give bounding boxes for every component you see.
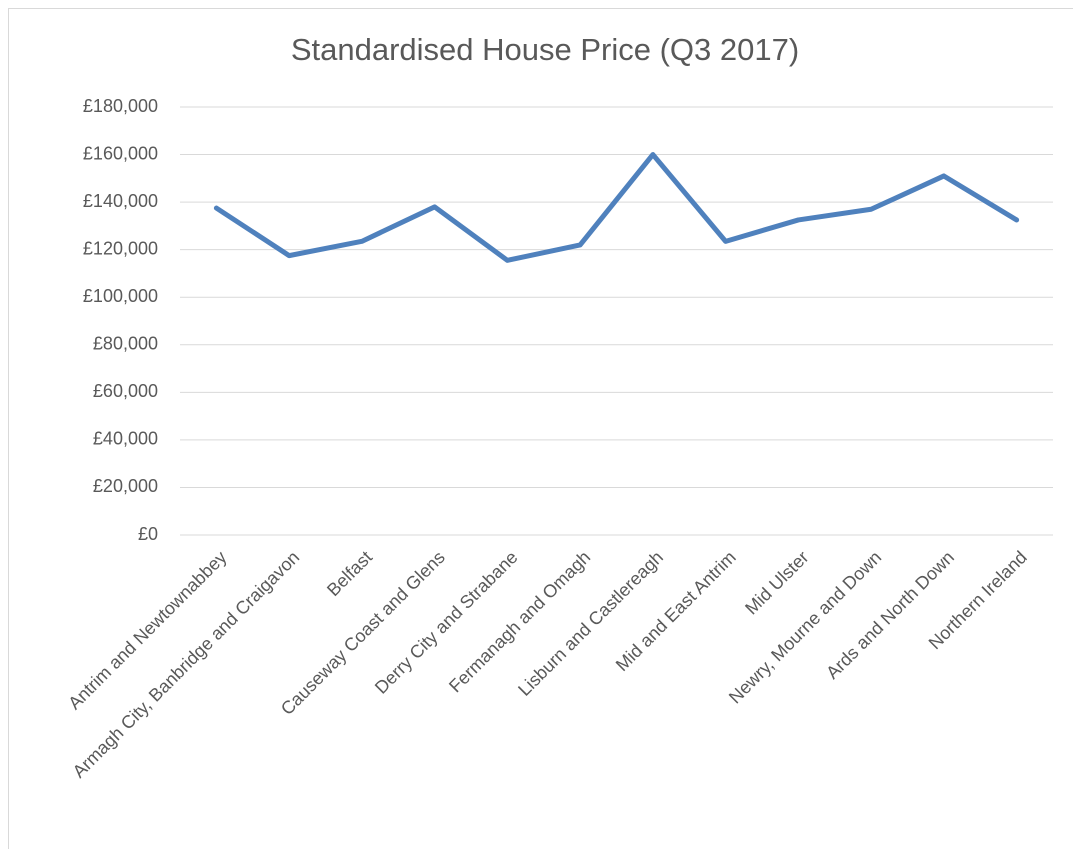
y-tick-label: £180,000 [83, 96, 158, 116]
y-tick-label: £100,000 [83, 286, 158, 306]
y-tick-label: £60,000 [93, 381, 158, 401]
chart-border [9, 9, 1073, 850]
y-tick-label: £40,000 [93, 429, 158, 449]
chart-title: Standardised House Price (Q3 2017) [291, 32, 799, 67]
y-tick-label: £120,000 [83, 238, 158, 258]
y-tick-label: £20,000 [93, 476, 158, 496]
y-tick-label: £160,000 [83, 143, 158, 163]
y-tick-label: £80,000 [93, 334, 158, 354]
y-tick-label: £140,000 [83, 191, 158, 211]
y-tick-label: £0 [138, 524, 158, 544]
